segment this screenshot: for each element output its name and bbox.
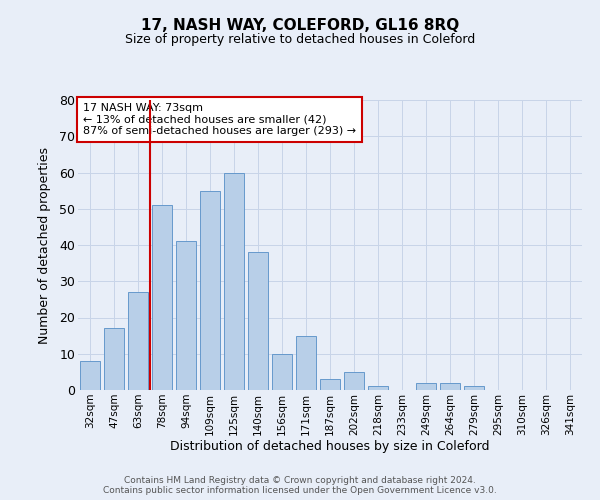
Bar xyxy=(296,336,316,390)
Bar xyxy=(224,172,244,390)
Bar xyxy=(440,383,460,390)
Bar xyxy=(248,252,268,390)
Bar xyxy=(464,386,484,390)
Text: Contains HM Land Registry data © Crown copyright and database right 2024.
Contai: Contains HM Land Registry data © Crown c… xyxy=(103,476,497,495)
Bar xyxy=(344,372,364,390)
Text: 17, NASH WAY, COLEFORD, GL16 8RQ: 17, NASH WAY, COLEFORD, GL16 8RQ xyxy=(141,18,459,32)
Bar xyxy=(368,386,388,390)
Bar xyxy=(176,242,196,390)
Bar xyxy=(80,361,100,390)
Bar xyxy=(272,354,292,390)
Text: Size of property relative to detached houses in Coleford: Size of property relative to detached ho… xyxy=(125,32,475,46)
Bar xyxy=(128,292,148,390)
Bar xyxy=(104,328,124,390)
Text: 17 NASH WAY: 73sqm
← 13% of detached houses are smaller (42)
87% of semi-detache: 17 NASH WAY: 73sqm ← 13% of detached hou… xyxy=(83,103,356,136)
Y-axis label: Number of detached properties: Number of detached properties xyxy=(38,146,51,344)
Bar xyxy=(416,383,436,390)
X-axis label: Distribution of detached houses by size in Coleford: Distribution of detached houses by size … xyxy=(170,440,490,454)
Bar xyxy=(320,379,340,390)
Bar xyxy=(152,205,172,390)
Bar xyxy=(200,190,220,390)
